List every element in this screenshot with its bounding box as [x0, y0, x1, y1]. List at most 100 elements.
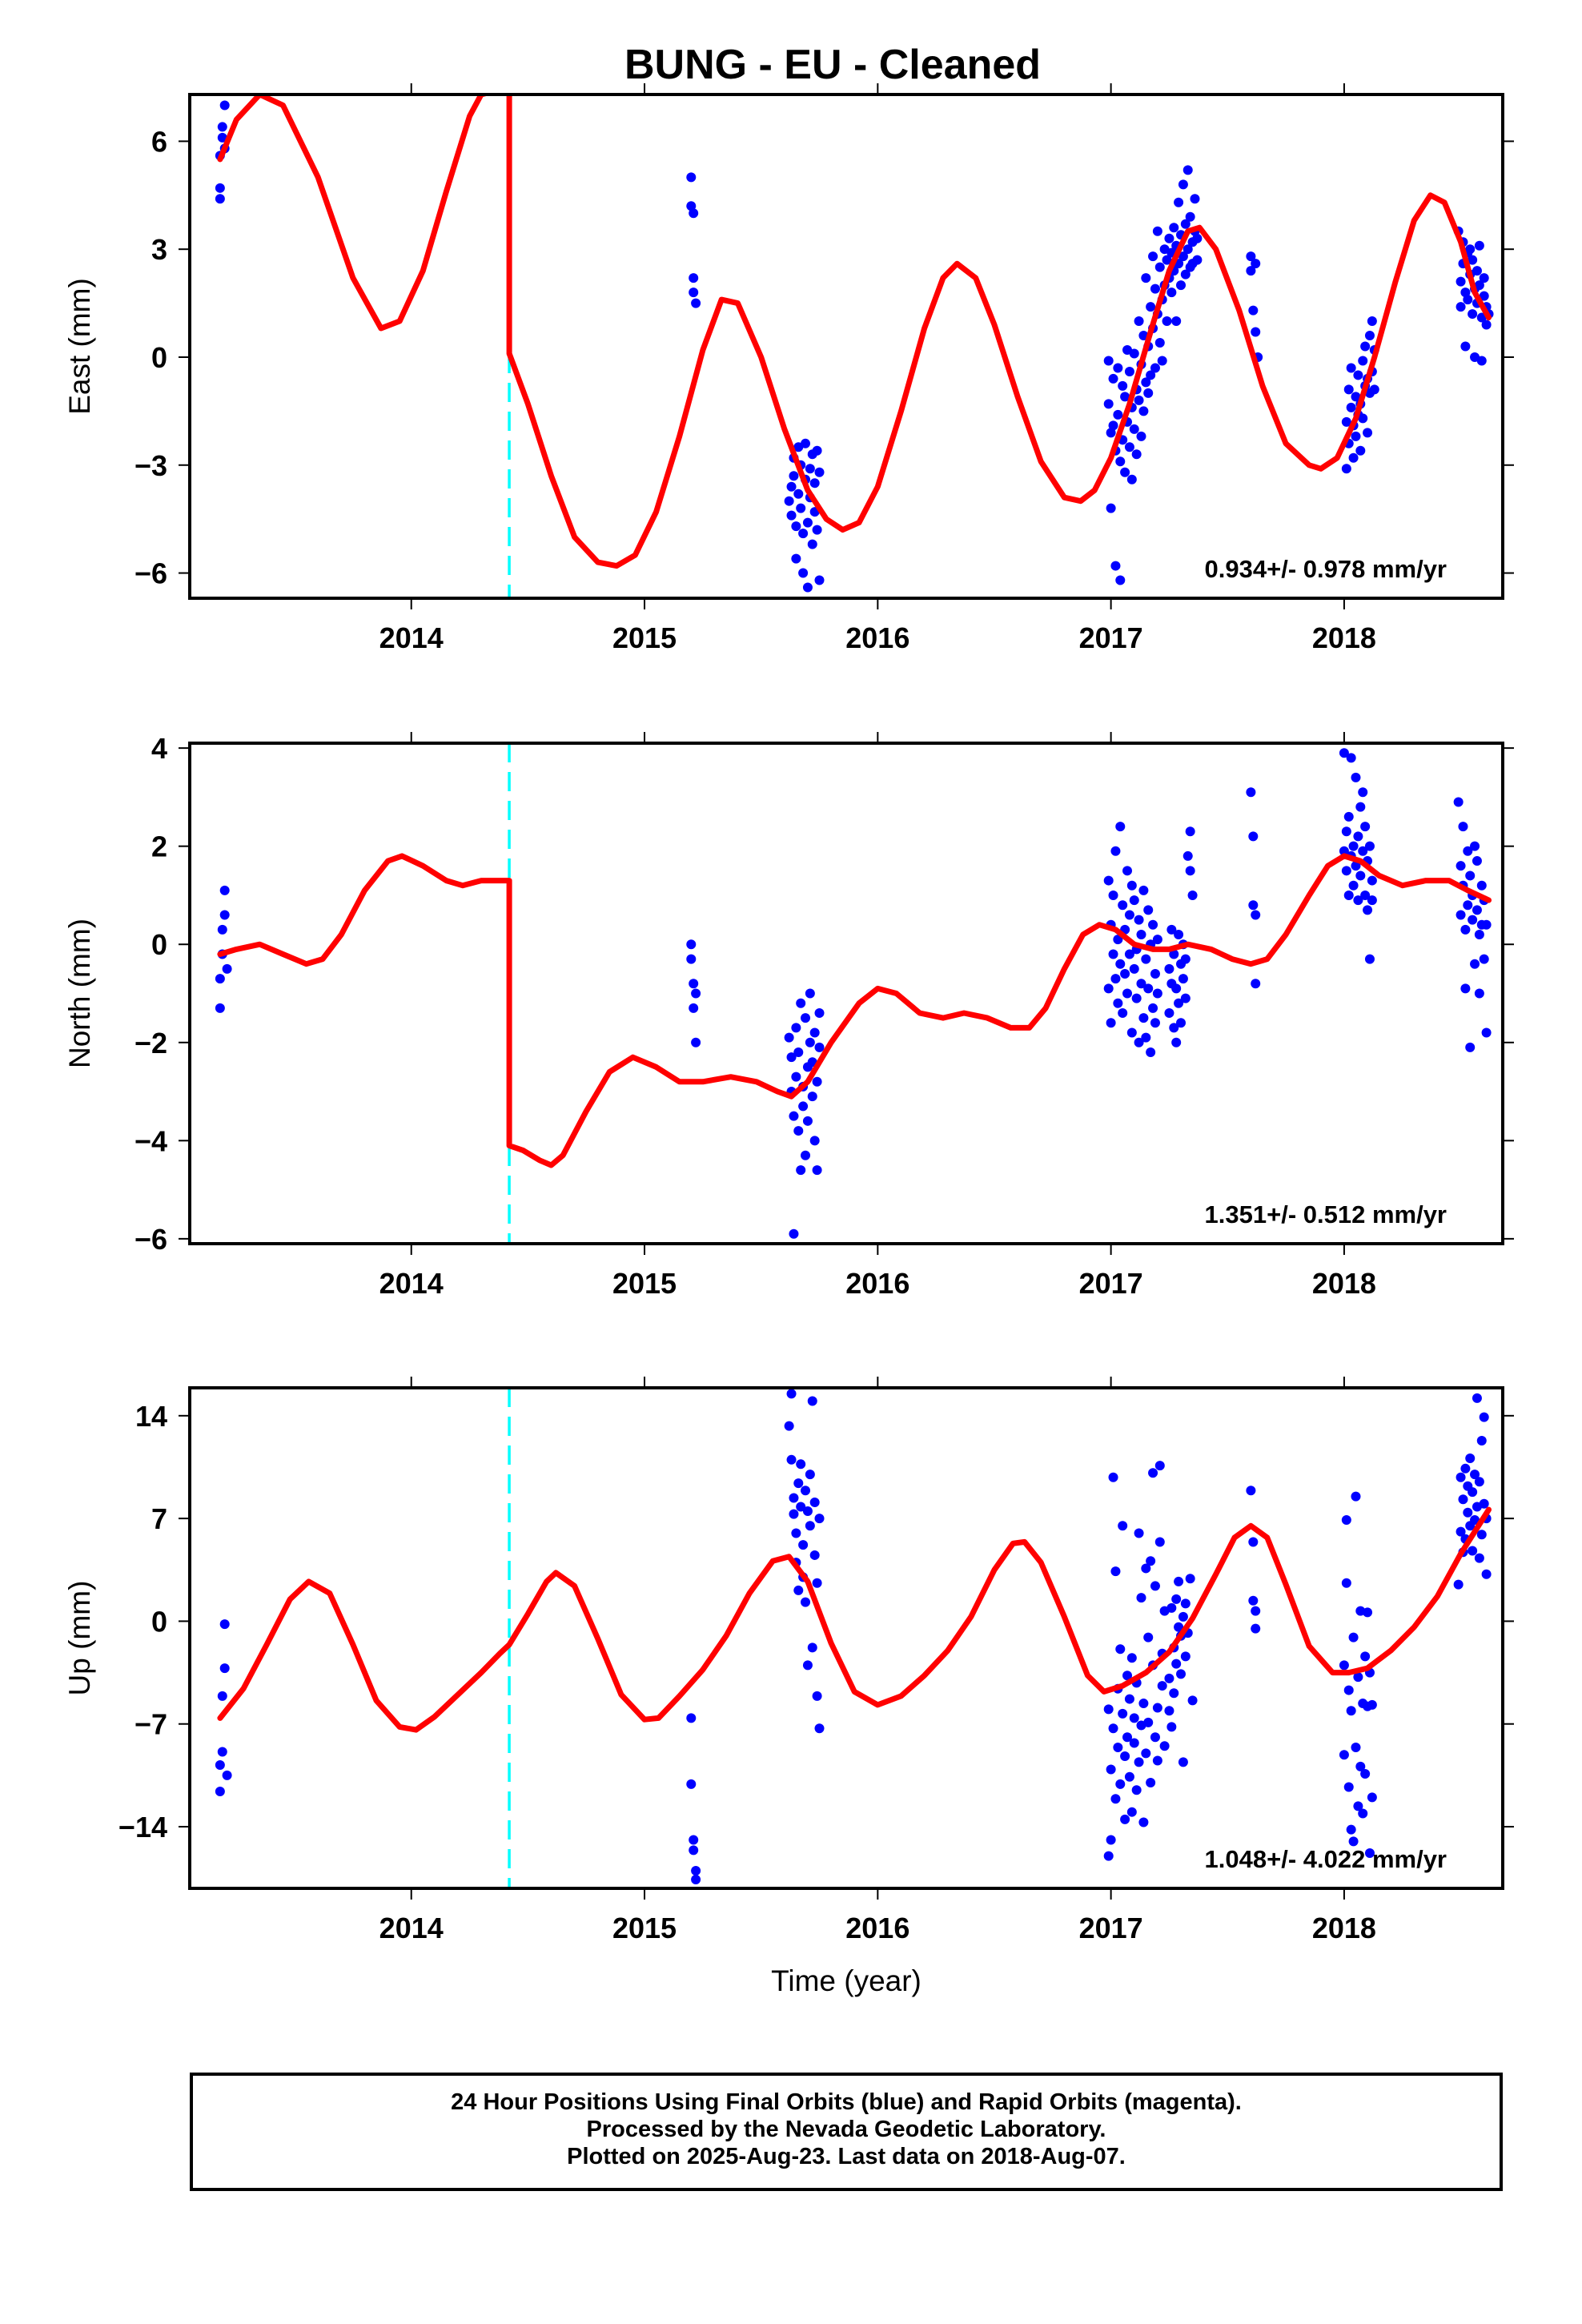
- observation-point: [1479, 954, 1489, 964]
- observation-point: [1115, 456, 1126, 467]
- observation-point: [1122, 1671, 1133, 1681]
- y-tick-label: −7: [135, 1708, 167, 1741]
- observation-point: [1118, 1008, 1128, 1019]
- observation-point: [1456, 861, 1466, 871]
- observation-point: [1346, 753, 1356, 763]
- observation-point: [1134, 1037, 1144, 1047]
- observation-point: [1176, 280, 1186, 291]
- observation-point: [1126, 1653, 1137, 1663]
- observation-point: [1251, 327, 1261, 337]
- observation-point: [1110, 846, 1121, 856]
- observation-point: [1113, 409, 1123, 420]
- observation-point: [1348, 452, 1359, 463]
- observation-point: [1185, 1574, 1195, 1584]
- observation-point: [1150, 363, 1160, 373]
- observation-point: [784, 1421, 794, 1431]
- observation-point: [1182, 244, 1193, 255]
- observation-point: [1146, 370, 1156, 380]
- observation-point: [793, 489, 804, 499]
- observation-point: [1367, 895, 1377, 906]
- observation-point: [1339, 1660, 1349, 1671]
- observation-point: [689, 1845, 699, 1856]
- observation-point: [691, 1875, 701, 1885]
- observation-point: [796, 1502, 806, 1512]
- observation-point: [1364, 1848, 1375, 1859]
- observation-point: [1367, 1792, 1377, 1803]
- observation-point: [1468, 1546, 1478, 1556]
- observation-point: [1103, 1851, 1114, 1861]
- observation-point: [1251, 910, 1261, 920]
- observation-point: [1154, 1461, 1165, 1471]
- chart-title: BUNG - EU - Cleaned: [624, 42, 1041, 88]
- x-tick-label: 2017: [1079, 1267, 1143, 1300]
- observation-point: [1178, 1611, 1188, 1622]
- observation-point: [1358, 846, 1368, 856]
- observation-point: [686, 939, 697, 950]
- observation-point: [1358, 413, 1368, 424]
- observation-point: [1456, 302, 1466, 312]
- observation-point: [802, 1660, 813, 1671]
- observation-point: [219, 1619, 230, 1630]
- observation-point: [1157, 1681, 1167, 1691]
- observation-point: [1192, 233, 1203, 243]
- observation-point: [1341, 464, 1351, 474]
- observation-point: [1124, 1694, 1134, 1704]
- observation-point: [793, 1585, 804, 1595]
- observation-point: [1341, 1578, 1351, 1588]
- observation-point: [1169, 1688, 1179, 1699]
- observation-point: [1141, 1563, 1151, 1574]
- observation-point: [1113, 998, 1123, 1008]
- observation-point: [1346, 1824, 1356, 1835]
- observation-point: [1141, 1748, 1151, 1759]
- observation-point: [1164, 963, 1174, 974]
- observation-point: [814, 575, 825, 585]
- panel-east: 2014 2015 2016 2017 2018 −6 −3 0 3 6 East (mm) 0.93…: [63, 83, 1514, 654]
- observation-point: [1180, 1651, 1191, 1662]
- observation-point: [215, 974, 225, 984]
- observation-point: [1138, 1699, 1149, 1709]
- observation-point: [796, 1165, 806, 1176]
- observation-point: [1143, 905, 1154, 915]
- observation-point: [798, 529, 809, 539]
- x-tick-label: 2018: [1312, 1267, 1376, 1300]
- observation-point: [1251, 1606, 1261, 1616]
- observation-point: [1463, 846, 1473, 856]
- observation-point: [1339, 1750, 1349, 1760]
- observation-point: [1343, 1685, 1354, 1695]
- observation-point: [1246, 266, 1256, 276]
- observation-point: [1474, 929, 1484, 939]
- observation-point: [1129, 1738, 1139, 1748]
- observation-point: [1138, 885, 1149, 895]
- observation-point: [798, 568, 809, 578]
- y-tick-label: −6: [135, 557, 167, 590]
- observation-point: [689, 287, 699, 298]
- observation-point: [689, 273, 699, 283]
- observation-point: [1341, 1514, 1351, 1525]
- plot-area: [215, 743, 1492, 1244]
- observation-point: [786, 510, 797, 521]
- observation-point: [1187, 890, 1198, 900]
- x-tick-label: 2016: [845, 621, 909, 654]
- observation-point: [1481, 1027, 1492, 1038]
- observation-point: [1360, 822, 1371, 832]
- observation-point: [1134, 316, 1144, 327]
- observation-point: [1169, 949, 1179, 959]
- observation-point: [786, 1052, 797, 1063]
- observation-point: [1166, 1722, 1177, 1732]
- y-axis-title: North (mm): [63, 919, 96, 1068]
- y-tick-label: 3: [151, 233, 167, 266]
- observation-point: [1474, 988, 1484, 999]
- observation-point: [1248, 1537, 1259, 1547]
- y-tick-label: −2: [135, 1027, 167, 1059]
- observation-point: [1465, 244, 1476, 255]
- observation-point: [807, 1642, 817, 1653]
- observation-point: [1129, 1713, 1139, 1723]
- observation-point: [217, 1747, 227, 1757]
- y-tick-label: −4: [135, 1124, 167, 1157]
- observation-point: [1351, 392, 1361, 402]
- observation-point: [215, 183, 225, 193]
- observation-point: [1146, 1047, 1156, 1058]
- observation-point: [789, 1111, 799, 1121]
- observation-point: [805, 1470, 815, 1480]
- observation-point: [1148, 919, 1158, 930]
